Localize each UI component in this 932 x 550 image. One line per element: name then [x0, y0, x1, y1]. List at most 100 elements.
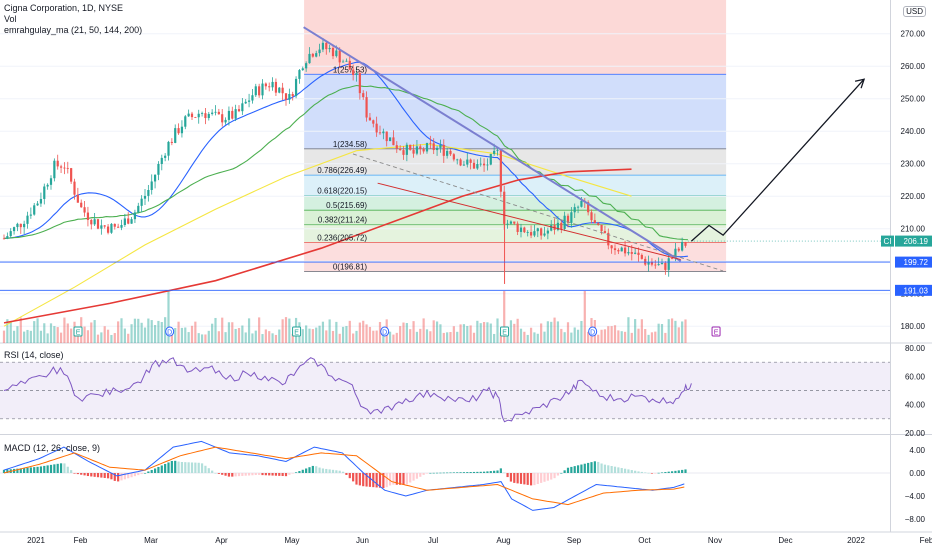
volume-bar — [341, 326, 345, 343]
volume-bar — [2, 330, 6, 343]
volume-bar — [469, 325, 472, 343]
candle — [177, 128, 180, 134]
macd-histogram-bar — [442, 472, 445, 474]
symbol-title[interactable]: Cigna Corporation, 1D, NYSE — [4, 3, 124, 13]
candle — [563, 215, 566, 229]
candle — [670, 258, 674, 260]
candle — [268, 86, 271, 88]
volume-bar — [432, 320, 435, 343]
macd-histogram-bar — [140, 473, 143, 475]
macd-histogram-bar — [244, 473, 247, 476]
macd-histogram-bar — [157, 466, 160, 473]
volume-bar — [123, 328, 126, 343]
price-axis[interactable]: 180.00190.00200.00210.00220.00230.00240.… — [901, 30, 926, 524]
volume-bar — [378, 321, 382, 343]
macd-histogram-bar — [217, 473, 220, 474]
date-tick-label: 2021 — [27, 536, 45, 545]
macd-tick-label: −8.00 — [905, 515, 926, 524]
macd-histogram-bar — [63, 463, 66, 473]
macd-histogram-bar — [184, 462, 187, 473]
macd-legend: MACD (12, 26, close, 9) — [4, 443, 100, 454]
time-axis[interactable]: 2021 Feb Mar Apr May Jun Jul Aug Sep Oct Nov Dec 202… — [27, 536, 932, 545]
macd-histogram-bar — [617, 467, 620, 473]
volume-bar — [405, 323, 408, 343]
macd-title[interactable]: MACD (12, 26, close, 9) — [4, 443, 101, 453]
macd-histogram-bar — [553, 473, 556, 479]
candle — [93, 219, 96, 225]
macd-histogram-bar — [308, 467, 311, 473]
candle — [352, 69, 355, 75]
date-tick-label: Nov — [708, 536, 722, 545]
candle — [237, 109, 241, 112]
date-tick-label: Feb — [74, 536, 88, 545]
volume-bar — [499, 332, 502, 343]
volume-bar — [241, 325, 244, 343]
volume-bar — [207, 330, 210, 343]
macd-histogram-bar — [409, 473, 412, 483]
candle — [174, 128, 177, 143]
macd-histogram-bar — [160, 465, 163, 473]
macd-histogram-bar — [328, 469, 331, 473]
volume-bar — [533, 332, 536, 343]
macd-histogram-bar — [399, 473, 402, 485]
macd-histogram-bar — [630, 470, 633, 473]
candle — [607, 232, 610, 246]
candle — [103, 225, 106, 227]
candle — [43, 186, 46, 199]
macd-histogram-bar — [580, 464, 583, 473]
volume-bar — [613, 325, 617, 343]
volume-bar — [328, 319, 331, 343]
event-marker-label: D — [382, 330, 387, 337]
macd-histogram-bar — [197, 462, 200, 473]
volume-bar — [6, 319, 9, 343]
macd-histogram-bar — [593, 461, 596, 473]
macd-histogram-bar — [33, 467, 36, 473]
macd-histogram-bar — [382, 473, 385, 489]
macd-histogram-bar — [462, 472, 466, 473]
candle — [570, 212, 573, 223]
macd-histogram-bar — [603, 464, 607, 473]
volume-bar — [281, 319, 284, 343]
candle — [284, 93, 288, 100]
volume-bar — [412, 321, 415, 343]
candle — [190, 113, 194, 118]
volume-bar — [415, 331, 419, 343]
volume-bar — [654, 331, 657, 343]
candle — [674, 248, 677, 259]
volume-bar — [573, 327, 576, 343]
macd-histogram-bar — [560, 472, 563, 474]
candle — [264, 83, 267, 87]
macd-histogram-bar — [597, 461, 600, 473]
volume-label[interactable]: Vol — [4, 14, 17, 24]
macd-histogram-bar — [348, 473, 351, 479]
rsi-title[interactable]: RSI (14, close) — [4, 350, 64, 360]
candle — [657, 264, 660, 266]
volume-bar — [570, 332, 573, 343]
candle — [261, 83, 264, 96]
candle — [603, 231, 607, 233]
candle — [533, 231, 536, 236]
volume-bar — [496, 318, 499, 343]
macd-histogram-bar — [634, 470, 637, 473]
macd-histogram-bar — [650, 473, 654, 474]
macd-histogram-bar — [274, 473, 278, 476]
candle — [362, 93, 365, 98]
date-tick-label: Jul — [428, 536, 438, 545]
candle — [358, 73, 361, 94]
candle — [49, 178, 53, 185]
currency-unit-button[interactable]: USD — [903, 6, 926, 17]
candle — [281, 87, 284, 94]
macd-histogram-bar — [583, 463, 586, 473]
volume-bar — [644, 329, 647, 343]
candle — [164, 155, 167, 158]
ma-label[interactable]: emrahgulay_ma (21, 50, 144, 200) — [4, 25, 143, 35]
date-tick-label: Aug — [496, 536, 510, 545]
volume-bar — [684, 319, 687, 343]
macd-histogram-bar — [563, 470, 566, 473]
candle — [123, 218, 126, 225]
candle — [650, 262, 654, 265]
candle — [127, 218, 130, 224]
trend-drawings[interactable] — [0, 26, 890, 291]
